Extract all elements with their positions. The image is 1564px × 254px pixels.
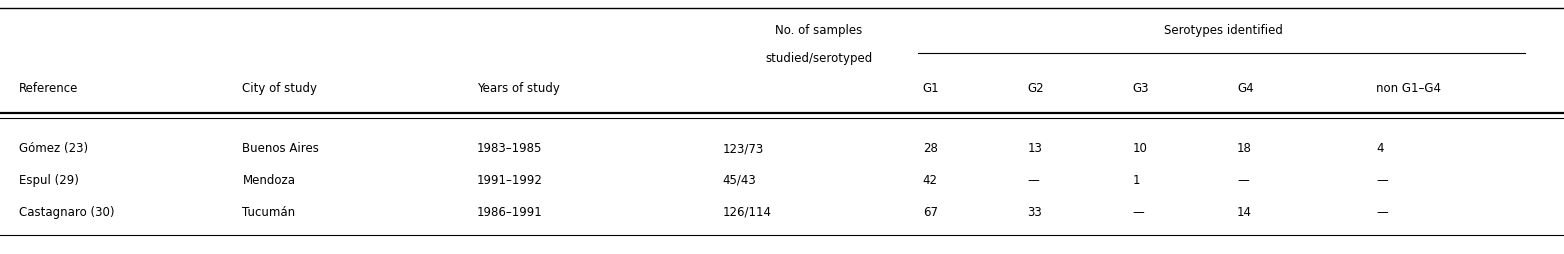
Text: 1: 1 xyxy=(1132,174,1140,187)
Text: G3: G3 xyxy=(1132,82,1150,96)
Text: 45/43: 45/43 xyxy=(723,174,757,187)
Text: Tucumán: Tucumán xyxy=(242,205,296,219)
Text: No. of samples: No. of samples xyxy=(776,24,862,37)
Text: 1991–1992: 1991–1992 xyxy=(477,174,543,187)
Text: Castagnaro (30): Castagnaro (30) xyxy=(19,205,114,219)
Text: studied/serotyped: studied/serotyped xyxy=(765,52,873,65)
Text: 14: 14 xyxy=(1237,205,1253,219)
Text: 123/73: 123/73 xyxy=(723,142,763,155)
Text: 126/114: 126/114 xyxy=(723,205,771,219)
Text: Espul (29): Espul (29) xyxy=(19,174,78,187)
Text: City of study: City of study xyxy=(242,82,317,96)
Text: Serotypes identified: Serotypes identified xyxy=(1164,24,1284,37)
Text: Years of study: Years of study xyxy=(477,82,560,96)
Text: Mendoza: Mendoza xyxy=(242,174,296,187)
Text: 28: 28 xyxy=(923,142,938,155)
Text: 13: 13 xyxy=(1028,142,1043,155)
Text: non G1–G4: non G1–G4 xyxy=(1376,82,1442,96)
Text: 4: 4 xyxy=(1376,142,1384,155)
Text: 33: 33 xyxy=(1028,205,1042,219)
Text: 42: 42 xyxy=(923,174,938,187)
Text: G1: G1 xyxy=(923,82,940,96)
Text: Reference: Reference xyxy=(19,82,78,96)
Text: 67: 67 xyxy=(923,205,938,219)
Text: —: — xyxy=(1376,174,1389,187)
Text: G4: G4 xyxy=(1237,82,1254,96)
Text: Buenos Aires: Buenos Aires xyxy=(242,142,319,155)
Text: Gómez (23): Gómez (23) xyxy=(19,142,88,155)
Text: 1983–1985: 1983–1985 xyxy=(477,142,543,155)
Text: —: — xyxy=(1028,174,1040,187)
Text: —: — xyxy=(1132,205,1145,219)
Text: G2: G2 xyxy=(1028,82,1045,96)
Text: 10: 10 xyxy=(1132,142,1148,155)
Text: —: — xyxy=(1237,174,1250,187)
Text: —: — xyxy=(1376,205,1389,219)
Text: 1986–1991: 1986–1991 xyxy=(477,205,543,219)
Text: 18: 18 xyxy=(1237,142,1253,155)
